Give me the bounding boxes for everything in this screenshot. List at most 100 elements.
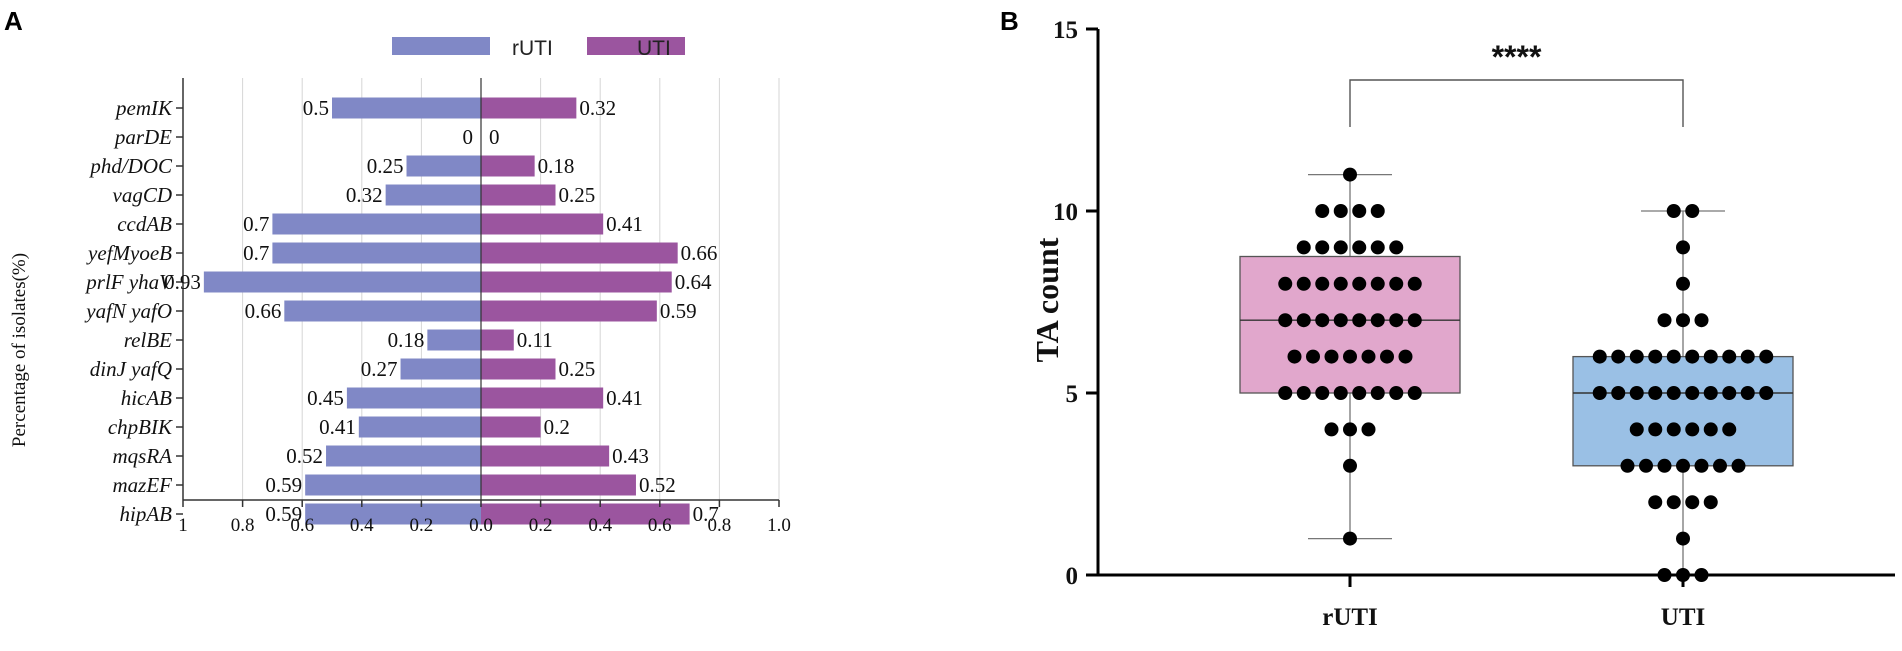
data-point-UTI (1731, 458, 1746, 473)
bar-UTI (481, 300, 657, 322)
bar-rUTI (400, 358, 481, 380)
x-tick-label: 1.0 (767, 515, 791, 536)
bar-UTI (481, 213, 604, 235)
x-tick-label-UTI: UTI (1661, 604, 1705, 631)
significance-label: **** (1492, 39, 1542, 75)
legend-swatch-rUTI (392, 37, 490, 55)
data-point-UTI (1620, 458, 1635, 473)
y-tick-label: 15 (1053, 17, 1078, 44)
data-point-UTI (1666, 349, 1681, 364)
bar-rUTI (326, 445, 481, 467)
data-label-UTI: 0.2 (544, 415, 570, 439)
x-tick-label: 0.6 (290, 515, 314, 536)
data-label-UTI: 0.25 (559, 357, 596, 381)
bar-rUTI (305, 503, 481, 525)
data-point-UTI (1666, 204, 1681, 218)
category-label: relBE (124, 328, 172, 352)
data-label-UTI: 0.7 (693, 502, 719, 526)
data-point-rUTI (1343, 458, 1357, 473)
data-point-UTI (1611, 386, 1626, 400)
x-tick-label: 0.2 (529, 515, 553, 536)
x-tick-label: 0.8 (231, 515, 255, 536)
data-label-UTI: 0.32 (579, 96, 616, 120)
data-point-rUTI (1296, 240, 1311, 255)
bar-UTI (481, 387, 604, 409)
data-point-rUTI (1333, 240, 1348, 255)
data-point-rUTI (1352, 240, 1367, 255)
bar-UTI (481, 445, 610, 467)
x-ticks: rUTI UTI (1322, 575, 1705, 631)
data-point-rUTI (1343, 422, 1357, 437)
data-point-UTI (1648, 386, 1663, 400)
panel-a-letter: A (4, 6, 23, 36)
data-point-UTI (1703, 422, 1718, 437)
data-label-rUTI: 0.52 (286, 444, 323, 468)
data-point-rUTI (1343, 531, 1357, 546)
bar-chart-panel: pemIK parDE phd/DOC vagCD ccdAB yefMyoeB prlF … (9, 37, 791, 536)
y-tick-label: 10 (1053, 199, 1078, 226)
data-point-rUTI (1315, 313, 1330, 328)
data-point-UTI (1657, 458, 1672, 473)
data-point-rUTI (1407, 313, 1422, 328)
data-point-UTI (1666, 422, 1681, 437)
bar-UTI (481, 271, 672, 293)
legend-label-rUTI: rUTI (512, 37, 553, 60)
category-label: ccdAB (117, 212, 172, 236)
category-label: hipAB (120, 502, 173, 526)
data-label-UTI: 0.43 (612, 444, 649, 468)
data-label-rUTI: 0.25 (367, 154, 404, 178)
data-label-UTI: 0.41 (606, 212, 643, 236)
x-tick-label: 1 (178, 515, 188, 536)
x-tick-label: 0.6 (648, 515, 672, 536)
category-label: mazEF (113, 473, 173, 497)
bars (203, 97, 690, 525)
data-point-UTI (1676, 313, 1690, 328)
value-labels: 0.5 0.32 0 0 0.25 0.18 0.32 0.25 0.7 0.41 0.7 0.66 0… (164, 96, 719, 526)
data-label-rUTI: 0.18 (388, 328, 425, 352)
data-label-rUTI: 0.32 (346, 183, 383, 207)
data-point-rUTI (1278, 276, 1293, 291)
data-point-rUTI (1389, 276, 1404, 291)
data-point-rUTI (1315, 386, 1330, 400)
data-point-UTI (1685, 495, 1700, 510)
bar-UTI (481, 329, 514, 351)
category-label: phd/DOC (88, 154, 173, 178)
data-label-rUTI: 0.66 (245, 299, 282, 323)
data-point-rUTI (1352, 386, 1367, 400)
data-label-rUTI: 0.7 (243, 212, 269, 236)
bar-rUTI (385, 184, 481, 206)
x-tick-label: 0.0 (469, 515, 493, 536)
data-point-rUTI (1278, 313, 1293, 328)
data-label-rUTI: 0.5 (303, 96, 329, 120)
data-point-UTI (1629, 422, 1644, 437)
data-point-rUTI (1361, 422, 1376, 437)
data-point-UTI (1703, 349, 1718, 364)
data-label-rUTI: 0.93 (164, 270, 201, 294)
data-point-rUTI (1407, 386, 1422, 400)
data-point-rUTI (1389, 240, 1404, 255)
data-point-rUTI (1389, 313, 1404, 328)
data-label-rUTI: 0.59 (265, 502, 302, 526)
data-label-rUTI: 0.7 (243, 241, 269, 265)
y-ticks: 0 5 10 15 (1053, 17, 1098, 590)
data-point-rUTI (1315, 276, 1330, 291)
y-tick-label: 0 (1066, 563, 1079, 590)
data-point-UTI (1611, 349, 1626, 364)
data-point-UTI (1703, 495, 1718, 510)
data-point-UTI (1722, 422, 1737, 437)
x-tick-label-rUTI: rUTI (1322, 604, 1378, 631)
bar-rUTI (346, 387, 481, 409)
data-point-UTI (1759, 349, 1774, 364)
data-point-UTI (1685, 422, 1700, 437)
x-tick-label: 0.4 (588, 515, 612, 536)
data-label-UTI: 0.11 (517, 328, 553, 352)
category-label: parDE (113, 125, 172, 149)
data-point-rUTI (1296, 313, 1311, 328)
bar-rUTI (203, 271, 482, 293)
data-point-rUTI (1324, 349, 1339, 364)
bar-rUTI (272, 242, 481, 264)
data-point-UTI (1722, 386, 1737, 400)
data-label-UTI: 0.64 (675, 270, 712, 294)
data-point-rUTI (1370, 276, 1385, 291)
data-point-UTI (1740, 386, 1755, 400)
